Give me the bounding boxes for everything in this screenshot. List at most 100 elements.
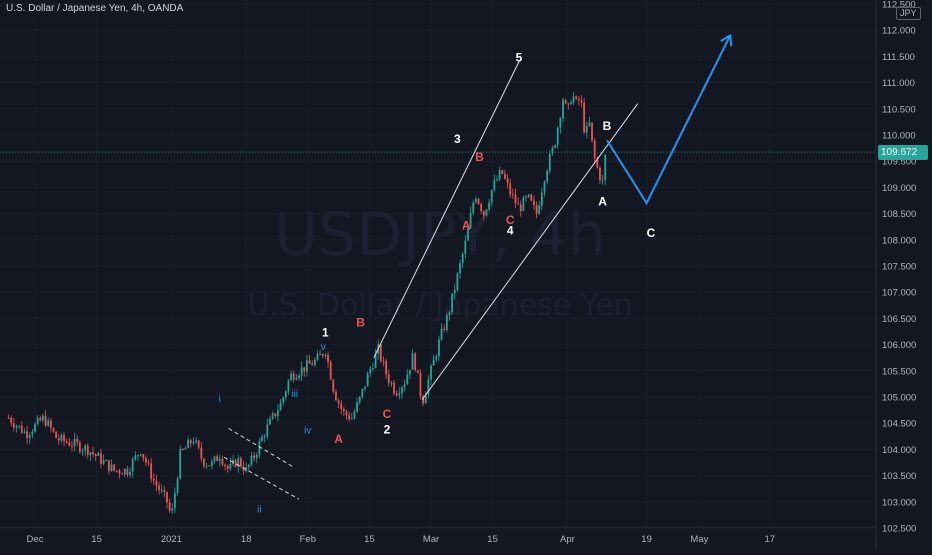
candle-body [226,465,229,469]
candle-body [313,359,316,366]
candle-body [229,463,232,469]
candle-body [522,197,525,211]
candle-body [63,434,65,442]
candle-body [292,373,295,380]
candle-body [131,459,134,472]
chart-title: U.S. Dollar / Japanese Yen, 4h, OANDA [6,3,184,14]
candle-body [129,471,131,475]
wave-ii-upper-line [228,428,295,469]
candle-body [379,344,382,361]
candle-body [160,490,163,492]
candle-body [279,402,282,411]
candle-body [73,438,76,447]
wave-label: A [334,432,343,446]
candle-body [308,360,311,364]
wave-label: iii [291,389,298,400]
x-tick-label: 15 [91,534,102,545]
candle-body [179,448,182,479]
candle-body [332,379,335,392]
candle-body [166,491,168,503]
wave-label: 2 [384,423,391,437]
y-tick-label: 105.500 [882,366,916,377]
y-tick-label: 108.000 [882,235,916,246]
candle-body [572,96,575,103]
candle-body [306,360,308,372]
candle-body [448,312,451,315]
candle-body [12,423,15,428]
candle-body [369,368,372,374]
candle-body [356,402,358,412]
candle-body [583,102,586,133]
candle-body [311,363,314,366]
candle-body [192,441,195,444]
candle-body [158,485,160,491]
candle-body [543,181,546,193]
candle-body [567,103,570,105]
projection-path [606,34,732,206]
wave-label: C [383,407,392,421]
candle-body [295,378,298,380]
grid [0,0,876,528]
candle-body [108,460,110,471]
candle-body [525,196,527,198]
candle-body [187,439,190,449]
candle-body [168,502,171,511]
candle-body [535,204,538,214]
candle-body [506,178,509,184]
y-tick-label: 107.500 [882,262,916,273]
candle-body [488,202,490,210]
candle-body [345,411,348,416]
y-tick-label: 107.000 [882,288,916,299]
y-tick-label: 102.500 [882,524,916,535]
candle-body [205,465,208,467]
candle-body [564,99,567,104]
candle-body [300,367,303,376]
candle-body [150,463,153,479]
wave-label: B [603,119,612,133]
candle-body [195,440,197,442]
candle-body [221,458,224,465]
candle-body [57,438,60,441]
candle-body [121,473,124,475]
wave-label: B [356,315,365,329]
currency-badge[interactable]: JPY [896,7,921,20]
candle-body [353,411,356,419]
candle-body [443,328,446,331]
candle-body [210,461,213,467]
candle-body [588,122,591,126]
wave-label: v [321,342,326,353]
candle-body [200,447,203,459]
candle-body [498,170,501,180]
trend-lines[interactable] [223,33,733,500]
watermark-name: U.S. Dollar / Japanese Yen [247,288,632,323]
candle-body [113,464,116,471]
candle-body [490,189,493,203]
candle-body [562,99,564,119]
candle-body [284,391,287,398]
candle-body [42,415,44,421]
candle-body [416,370,419,373]
candle-body [253,455,256,459]
candle-body [68,442,71,446]
candle-body [601,179,604,181]
candle-body [10,418,13,424]
candle-body [546,170,549,182]
candle-body [89,452,92,456]
wave-label: C [506,213,515,227]
current-price-tag: 109.672 [878,145,928,160]
axes: 112.500 112.000 111.500 111.000 110.500 110.0… [0,0,916,550]
candle-body [20,425,23,433]
candle-body [493,180,496,190]
candle-body [247,464,250,468]
candle-body [411,353,414,370]
candle-body [414,353,417,371]
candle-body [438,339,440,357]
candle-body [152,478,155,481]
candle-body [298,375,300,379]
candle-body [461,253,464,264]
candle-body [390,382,393,384]
candle-body [585,125,588,133]
candle-body [105,460,108,462]
